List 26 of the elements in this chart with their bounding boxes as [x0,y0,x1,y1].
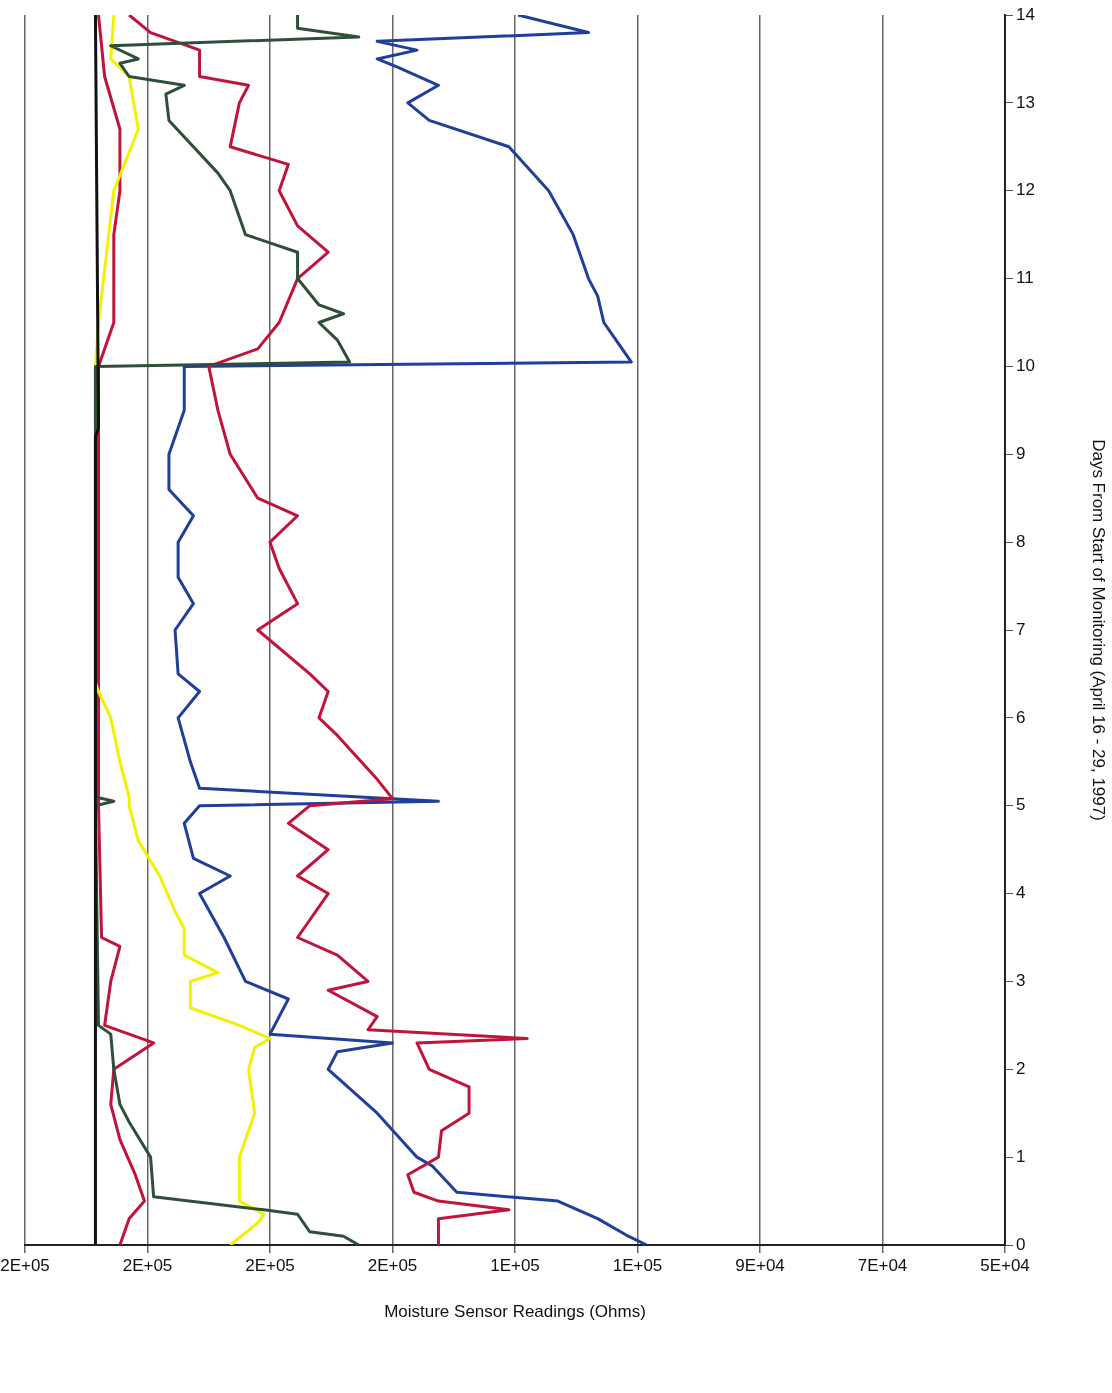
y-tick-label: 12 [1016,180,1035,200]
y-tick-label: 9 [1016,443,1026,463]
x-tick-label: 9E+04 [735,1255,785,1275]
y-tick-label: 7 [1016,619,1026,639]
y-tick-label: 10 [1016,356,1035,376]
x-tick-label: 5E+04 [980,1255,1030,1275]
y-tick-label: 5 [1016,795,1026,815]
x-tick-label: 2E+05 [122,1255,173,1275]
y-axis-title: Days From Start of Monitoring (April 16 - 29, 1997) [1089,439,1109,821]
x-tick-label: 2E+05 [367,1255,418,1275]
y-tick-label: 4 [1016,883,1026,903]
x-tick-label: 2E+05 [245,1255,295,1275]
y-tick-label: 14 [1016,4,1035,24]
y-tick-label: 6 [1016,707,1026,727]
x-axis-title: Moisture Sensor Readings (Ohms) [384,1302,646,1322]
y-tick-label: 11 [1016,268,1034,288]
y-tick-label: 1 [1016,1146,1026,1166]
y-tick-label: 0 [1016,1234,1026,1254]
y-tick-label: 8 [1016,531,1026,551]
x-tick-label: 7E+04 [857,1255,908,1275]
y-tick-label: 13 [1016,92,1035,112]
x-tick-label: 1E+05 [490,1255,540,1275]
y-tick-label: 3 [1016,971,1026,991]
x-tick-label: 2E+05 [0,1255,50,1275]
x-tick-label: 1E+05 [612,1255,663,1275]
y-tick-label: 2 [1016,1058,1026,1078]
